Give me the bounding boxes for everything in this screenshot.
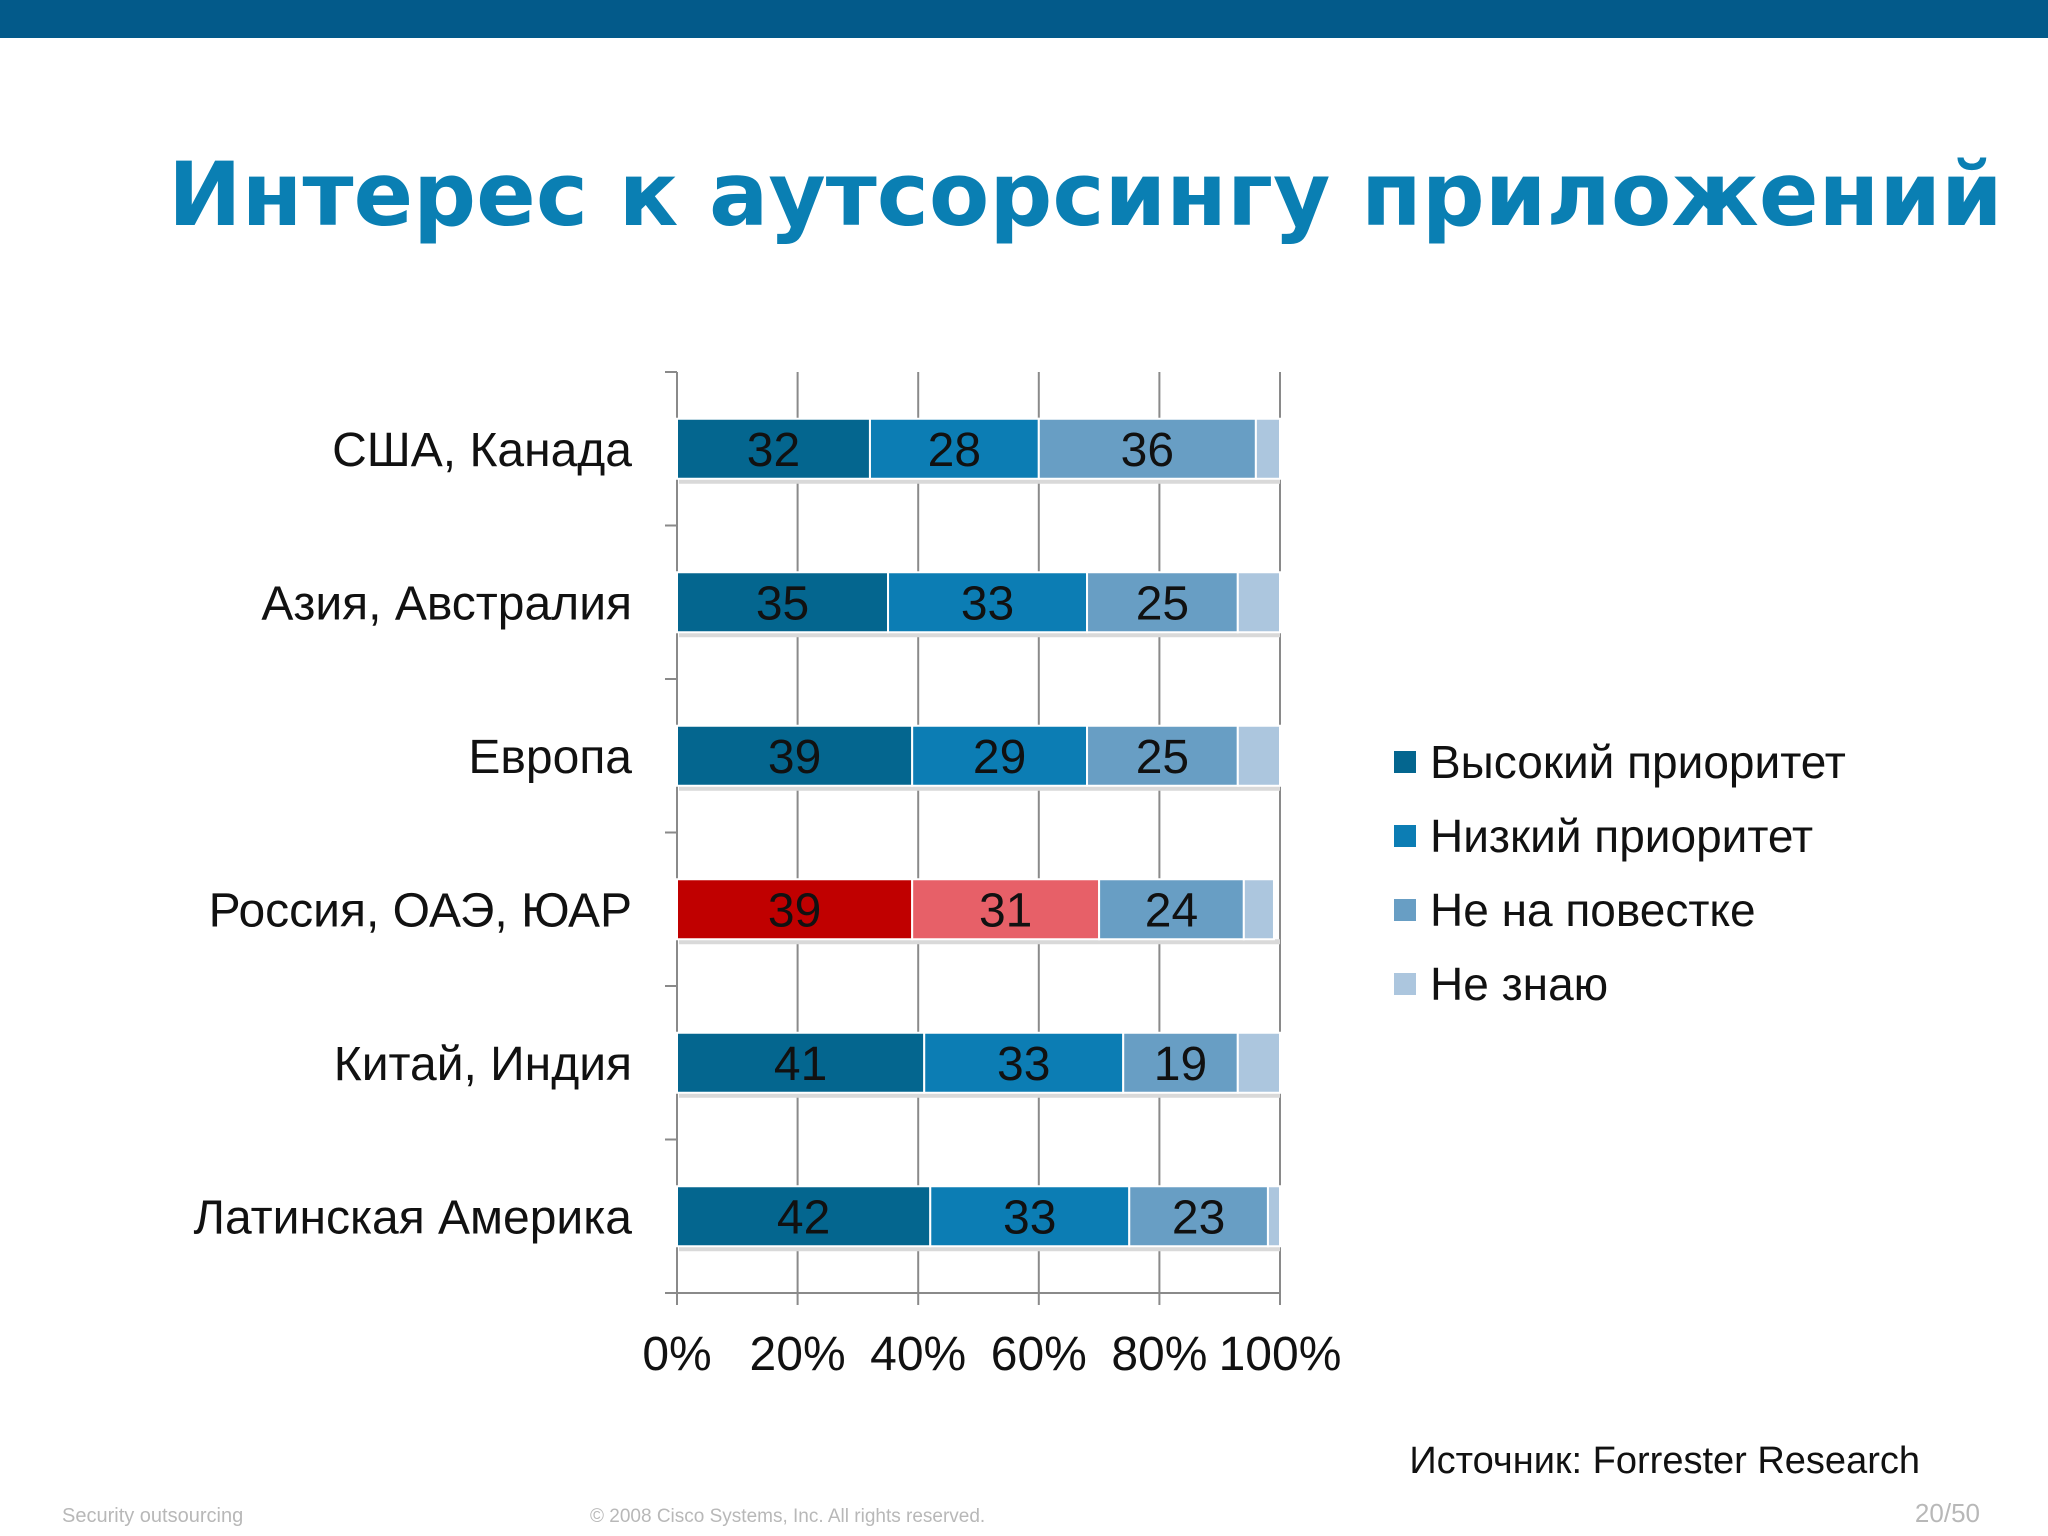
data-label: 29 [973,731,1026,784]
bar-segment [1266,1185,1281,1248]
chart-legend: Высокий приоритет Низкий приоритет Не на п… [1394,725,1846,1021]
bar-shadow [679,939,1280,945]
bar-segment [1037,417,1257,480]
bar-segment [1086,571,1239,634]
bar-segment [676,724,914,787]
category-label: Латинская Америка [194,1191,633,1244]
x-tick-label: 40% [870,1328,966,1381]
bar-segment [1254,417,1282,480]
data-label: 24 [1145,884,1198,937]
bar-segment [1236,724,1282,787]
category-label: Азия, Австралия [261,577,632,630]
footer-copyright: © 2008 Cisco Systems, Inc. All rights re… [590,1506,986,1527]
source-note: Источник: Forrester Research [1409,1440,1920,1482]
category-label: США, Канада [332,424,632,477]
bar-segment [1086,724,1239,787]
page-number: 20/50 [1914,1498,1980,1528]
category-label: Россия, ОАЭ, ЮАР [209,884,632,937]
bar-segment [1242,878,1275,941]
footer-presentation-title: Security outsourcing [62,1505,244,1527]
data-label: 35 [756,577,809,630]
data-label: 25 [1136,577,1189,630]
bar-shadow [679,785,1280,791]
bar-segment [1236,571,1282,634]
data-label: 42 [777,1191,830,1244]
bar-segment [676,1185,932,1248]
legend-label: Не на повестке [1430,884,1756,936]
legend-item: Не на повестке [1394,873,1846,947]
data-label: 39 [768,731,821,784]
legend-item: Низкий приоритет [1394,799,1846,873]
legend-swatch [1394,899,1416,921]
data-label: 33 [997,1038,1050,1091]
bar-segment [868,417,1040,480]
x-tick-label: 0% [642,1328,711,1381]
slide-title: Интерес к аутсорсингу приложений [168,143,2003,246]
legend-label: Высокий приоритет [1430,736,1846,788]
data-label: 33 [1003,1191,1056,1244]
category-label: Китай, Индия [334,1038,632,1091]
x-tick-label: 80% [1111,1328,1207,1381]
bar-segment [887,571,1089,634]
bar-shadow [679,632,1280,638]
x-tick-label: 100% [1219,1328,1342,1381]
bar-segment [1128,1185,1269,1248]
bar-segment [676,417,871,480]
data-label: 39 [768,884,821,937]
x-tick-label: 60% [991,1328,1087,1381]
bar-segment [676,571,890,634]
bar-segment [1236,1031,1282,1094]
data-label: 19 [1154,1038,1207,1091]
category-label: Европа [468,731,632,784]
bar-segment [1098,878,1245,941]
bar-segment [911,878,1101,941]
bar-segment [929,1185,1131,1248]
legend-item: Высокий приоритет [1394,725,1846,799]
data-label: 36 [1121,424,1174,477]
data-label: 28 [928,424,981,477]
x-tick-label: 20% [750,1328,846,1381]
legend-swatch [1394,751,1416,773]
data-label: 41 [774,1038,827,1091]
legend-swatch [1394,973,1416,995]
bar-segment [923,1031,1125,1094]
bar-shadow [679,478,1280,484]
data-label: 32 [747,424,800,477]
bar-segment [911,724,1089,787]
top-bar [0,0,2048,38]
data-label: 23 [1172,1191,1225,1244]
data-label: 31 [979,884,1032,937]
bar-segment [676,878,914,941]
legend-swatch [1394,825,1416,847]
legend-label: Не знаю [1430,958,1609,1010]
bar-shadow [679,1092,1280,1098]
data-label: 33 [961,577,1014,630]
legend-label: Низкий приоритет [1430,810,1814,862]
legend-item: Не знаю [1394,947,1846,1021]
bar-shadow [679,1246,1280,1252]
data-label: 25 [1136,731,1189,784]
